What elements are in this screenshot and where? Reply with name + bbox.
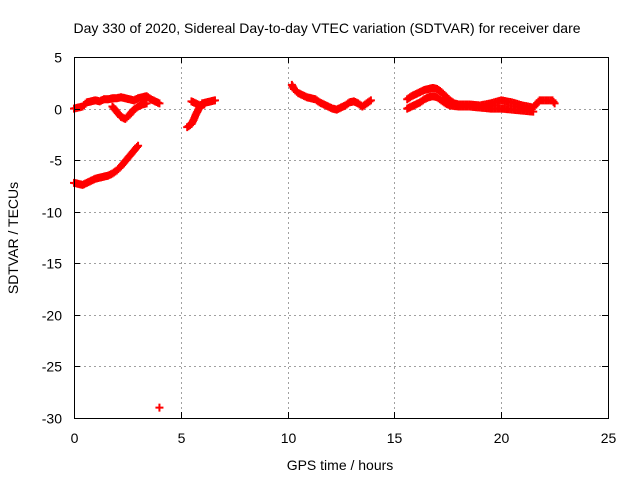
chart-title: Day 330 of 2020, Sidereal Day-to-day VTE… xyxy=(73,20,580,36)
y-tick-label: -10 xyxy=(42,205,62,221)
data-point xyxy=(142,99,151,108)
data-point xyxy=(549,97,558,106)
plot-border xyxy=(74,57,609,419)
axis-ticks xyxy=(74,57,609,419)
data-point xyxy=(210,96,219,105)
data-point xyxy=(155,99,164,108)
data-point xyxy=(366,96,375,105)
x-tick-label: 20 xyxy=(494,430,510,446)
tick-labels: 0 5 10 15 20 25 5 0 -5 -10 -15 -20 -25 -30 xyxy=(42,50,617,447)
x-tick-label: 10 xyxy=(281,430,297,446)
y-tick-label: 5 xyxy=(54,50,62,66)
y-tick-label: -25 xyxy=(42,359,62,375)
y-axis-label: SDTVAR / TECUs xyxy=(5,182,21,294)
x-tick-label: 5 xyxy=(178,430,186,446)
data-point xyxy=(155,403,164,412)
x-axis-label: GPS time / hours xyxy=(287,457,394,473)
x-tick-label: 15 xyxy=(387,430,403,446)
y-tick-label: -20 xyxy=(42,308,62,324)
x-tick-label: 25 xyxy=(601,430,617,446)
data-point xyxy=(134,141,143,150)
data-point xyxy=(133,142,142,151)
y-tick-label: -15 xyxy=(42,256,62,272)
x-tick-label: 0 xyxy=(71,430,79,446)
y-tick-label: 0 xyxy=(54,102,62,118)
data-points xyxy=(70,80,559,412)
data-point xyxy=(365,97,374,106)
data-point xyxy=(550,99,559,108)
data-point xyxy=(529,107,538,116)
y-tick-label: -30 xyxy=(42,411,62,427)
y-tick-label: -5 xyxy=(50,153,63,169)
data-point xyxy=(200,100,209,109)
